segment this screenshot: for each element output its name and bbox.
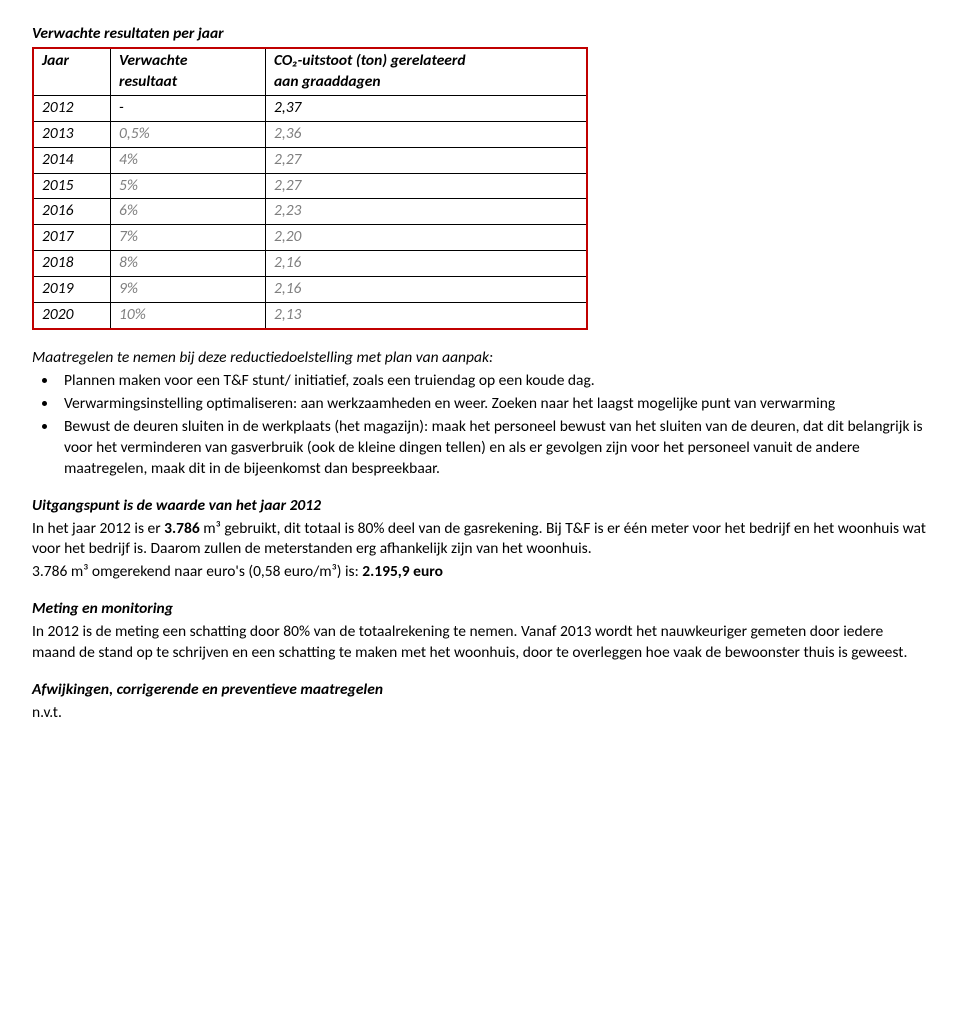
maatregelen-heading: Maatregelen te nemen bij deze reductiedo… [32, 348, 928, 369]
cell-res: 5% [110, 173, 265, 199]
cell-res: 7% [110, 225, 265, 251]
cell-co2: 2,20 [265, 225, 586, 251]
cell-co2: 2,36 [265, 121, 586, 147]
table-row: 20130,5%2,36 [33, 121, 587, 147]
cell-res: 9% [110, 277, 265, 303]
cell-co2: 2,16 [265, 251, 586, 277]
table-row: 2012-2,37 [33, 95, 587, 121]
cell-res: 6% [110, 199, 265, 225]
cell-co2: 2,23 [265, 199, 586, 225]
meting-heading: Meting en monitoring [32, 599, 928, 620]
col-co2-l2: aan graaddagen [274, 72, 381, 91]
table-row: 20144%2,27 [33, 147, 587, 173]
results-table: Jaar Verwachte resultaat CO₂-uitstoot (t… [32, 47, 588, 330]
cell-co2: 2,27 [265, 173, 586, 199]
text: In het jaar 2012 is er [32, 519, 164, 538]
cell-jaar: 2014 [33, 147, 110, 173]
cell-res: - [110, 95, 265, 121]
table-row: 20177%2,20 [33, 225, 587, 251]
cell-co2: 2,37 [265, 95, 586, 121]
col-jaar: Jaar [33, 48, 110, 95]
table-row: 20155%2,27 [33, 173, 587, 199]
table-row: 20166%2,23 [33, 199, 587, 225]
cell-jaar: 2019 [33, 277, 110, 303]
page-title: Verwachte resultaten per jaar [32, 24, 928, 45]
cell-jaar: 2013 [33, 121, 110, 147]
cell-jaar: 2020 [33, 303, 110, 329]
value-euro: 2.195,9 euro [362, 562, 443, 581]
cell-res: 10% [110, 303, 265, 329]
maatregelen-list: Plannen maken voor een T&F stunt/ initia… [32, 371, 928, 480]
table-row: 20188%2,16 [33, 251, 587, 277]
col-co2-l1: CO₂-uitstoot (ton) gerelateerd [274, 51, 466, 70]
cell-jaar: 2012 [33, 95, 110, 121]
cell-co2: 2,16 [265, 277, 586, 303]
cell-jaar: 2018 [33, 251, 110, 277]
cell-jaar: 2017 [33, 225, 110, 251]
col-co2: CO₂-uitstoot (ton) gerelateerd aan graad… [265, 48, 586, 95]
afwijkingen-body: n.v.t. [32, 703, 928, 724]
col-resultaat: Verwachte resultaat [110, 48, 265, 95]
list-item: Bewust de deuren sluiten in de werkplaat… [58, 417, 928, 480]
text: 3.786 m³ omgerekend naar euro's (0,58 eu… [32, 562, 362, 581]
uitgangspunt-heading: Uitgangspunt is de waarde van het jaar 2… [32, 496, 928, 517]
cell-jaar: 2015 [33, 173, 110, 199]
col-resultaat-l1: Verwachte [119, 51, 188, 70]
cell-res: 4% [110, 147, 265, 173]
list-item: Verwarmingsinstelling optimaliseren: aan… [58, 394, 928, 415]
afwijkingen-section: Afwijkingen, corrigerende en preventieve… [32, 680, 928, 724]
table-row: 20199%2,16 [33, 277, 587, 303]
list-item: Plannen maken voor een T&F stunt/ initia… [58, 371, 928, 392]
value-m3: 3.786 [164, 519, 200, 538]
meting-section: Meting en monitoring In 2012 is de metin… [32, 599, 928, 664]
table-row: 202010%2,13 [33, 303, 587, 329]
cell-res: 0,5% [110, 121, 265, 147]
cell-co2: 2,13 [265, 303, 586, 329]
table-header-row: Jaar Verwachte resultaat CO₂-uitstoot (t… [33, 48, 587, 95]
afwijkingen-heading: Afwijkingen, corrigerende en preventieve… [32, 680, 928, 701]
cell-res: 8% [110, 251, 265, 277]
cell-co2: 2,27 [265, 147, 586, 173]
cell-jaar: 2016 [33, 199, 110, 225]
uitgangspunt-section: Uitgangspunt is de waarde van het jaar 2… [32, 496, 928, 584]
uitgangspunt-euro: 3.786 m³ omgerekend naar euro's (0,58 eu… [32, 562, 928, 583]
col-resultaat-l2: resultaat [119, 72, 177, 91]
uitgangspunt-body: In het jaar 2012 is er 3.786 m³ gebruikt… [32, 519, 928, 561]
table-body: 2012-2,3720130,5%2,3620144%2,2720155%2,2… [33, 95, 587, 329]
meting-body: In 2012 is de meting een schatting door … [32, 622, 928, 664]
